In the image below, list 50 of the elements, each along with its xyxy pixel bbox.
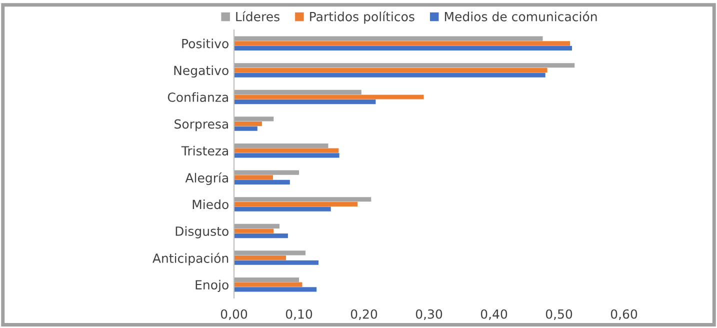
bar — [234, 224, 280, 228]
legend-label: Partidos políticos — [310, 11, 414, 24]
y-tick-label: Sorpresa — [174, 119, 228, 132]
bar — [234, 202, 358, 206]
x-tick-label: 0,00 — [220, 309, 248, 320]
bar — [234, 287, 317, 292]
y-tick-label: Tristeza — [181, 146, 228, 156]
bar — [234, 68, 548, 72]
y-tick-label: Negativo — [174, 65, 228, 78]
bar — [234, 36, 543, 41]
bar — [234, 282, 302, 287]
bar — [234, 175, 273, 180]
y-tick-label: Confianza — [168, 92, 228, 102]
bar — [234, 126, 258, 131]
bar — [234, 277, 299, 282]
x-tick-label: 0,20 — [350, 309, 378, 320]
bar — [234, 72, 546, 78]
bar — [234, 153, 340, 158]
bar — [234, 46, 572, 51]
bar — [234, 260, 318, 265]
bar — [234, 94, 424, 100]
bar — [234, 100, 376, 104]
bar — [234, 180, 290, 185]
bar — [234, 170, 299, 175]
bar — [234, 234, 288, 238]
x-tick-label: 0,10 — [286, 309, 312, 320]
y-tick-label: Miedo — [192, 199, 228, 210]
bar — [234, 228, 274, 234]
bar — [234, 116, 274, 122]
x-tick-label: 0,30 — [416, 309, 442, 320]
x-tick-label: 0,40 — [480, 309, 508, 320]
bar — [234, 41, 570, 46]
bar — [234, 90, 362, 94]
x-tick-label: 0,50 — [546, 309, 572, 320]
y-tick-label: Anticipación — [152, 252, 228, 266]
bar — [234, 250, 306, 256]
y-tick-label: Disgusto — [176, 226, 228, 238]
y-tick-label: Enojo — [196, 280, 228, 292]
y-tick-label: Positivo — [182, 38, 228, 48]
bar — [234, 63, 575, 68]
x-tick-label: 0,60 — [610, 309, 638, 320]
bar — [234, 256, 286, 260]
y-tick-label: Alegría — [185, 172, 228, 185]
bar — [234, 143, 328, 148]
bar — [234, 197, 372, 202]
bar — [234, 148, 339, 153]
bar — [234, 206, 331, 212]
bar — [234, 122, 262, 126]
legend-label: Líderes — [236, 11, 280, 22]
legend-label: Medios de comunicación — [444, 11, 597, 22]
